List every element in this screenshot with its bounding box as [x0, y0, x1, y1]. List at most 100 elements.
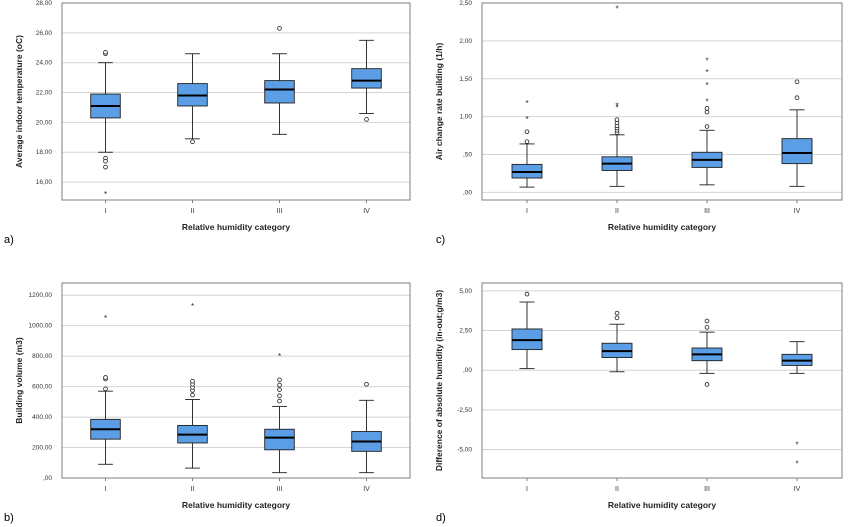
plot-frame [481, 282, 843, 479]
outlier-point [794, 95, 800, 101]
outlier-point [524, 291, 530, 297]
extreme-point: * [615, 101, 618, 110]
x-axis-title: Relative humidity category [182, 500, 290, 510]
extreme-point: * [705, 81, 708, 90]
box-I: ** [511, 99, 543, 188]
extreme-point: * [525, 99, 528, 108]
x-tick-label: I [105, 208, 107, 215]
extreme-point: * [525, 115, 528, 124]
y-tick-label: 800,00 [32, 353, 52, 360]
box-I: * [90, 49, 121, 199]
outlier-point [704, 318, 710, 324]
outlier-point [704, 106, 710, 111]
iqr-box [781, 138, 813, 165]
outlier-point [190, 139, 195, 145]
panel-label-d: d) [436, 512, 446, 524]
outlier-point [704, 382, 710, 387]
iqr-box [351, 68, 382, 89]
outlier-point [704, 325, 710, 330]
panel-label-c: c) [436, 234, 446, 246]
box-II: * [177, 302, 208, 469]
chart-panel-c: ,00 ,50 1,00 1,50 2,00 2,50 Air change rate bu… [434, 0, 843, 232]
y-tick-label: ,50 [463, 152, 472, 159]
extreme-point: * [615, 104, 618, 113]
y-tick-label: 400,00 [32, 414, 52, 421]
y-tick-label: 16,00 [36, 179, 53, 186]
outlier-point [614, 310, 620, 316]
x-tick-label: III [704, 208, 710, 215]
y-tick-label: ,00 [463, 189, 472, 196]
y-axis-title: Air change rate building (1/h) [434, 43, 444, 161]
box-I [511, 291, 543, 370]
outlier-point [794, 79, 800, 85]
y-tick-label: 22,00 [36, 90, 53, 97]
x-tick-label: IV [794, 208, 801, 215]
box-III: * * * * [691, 57, 723, 186]
box-II [177, 53, 208, 145]
y-tick-label: ,00 [463, 367, 472, 374]
y-tick-label: 2,00 [459, 38, 472, 45]
outlier-point [190, 378, 195, 384]
x-tick-label: III [277, 208, 283, 215]
plot-frame [481, 2, 843, 201]
y-tick-label: 1,00 [459, 114, 472, 121]
x-tick-label: IV [794, 486, 801, 493]
outlier-point [190, 392, 195, 398]
x-tick-label: I [526, 208, 528, 215]
outlier-point [277, 377, 282, 383]
box-IV [781, 79, 813, 187]
outlier-point [103, 386, 108, 392]
outlier-point [704, 124, 710, 129]
y-tick-label: 20,00 [36, 119, 53, 126]
y-tick-label: 2,50 [459, 328, 472, 335]
outlier-point [103, 158, 108, 164]
y-axis-title: Building volume (m3) [14, 337, 24, 424]
outlier-point [524, 129, 530, 135]
outlier-point [524, 139, 530, 144]
box-II [601, 310, 633, 373]
box-IV [351, 382, 382, 474]
outlier-point [277, 387, 282, 392]
iqr-box [264, 80, 295, 104]
extreme-point: * [191, 302, 194, 311]
y-tick-label: -5,00 [457, 446, 472, 453]
plot-frame [61, 282, 411, 479]
x-tick-label: III [277, 486, 283, 493]
y-tick-label: ,00 [43, 475, 52, 482]
extreme-point: * [705, 57, 708, 66]
extreme-point: * [705, 68, 708, 77]
chart-panel-a: 16,00 18,00 20,00 22,00 24,00 26,00 28,00 Avera… [14, 0, 411, 232]
extreme-point: * [104, 190, 107, 199]
x-axis-title: Relative humidity category [182, 222, 290, 232]
panel-label-b: b) [4, 512, 14, 524]
y-tick-label: 600,00 [32, 384, 52, 391]
x-axis-title: Relative humidity category [608, 500, 716, 510]
outlier-point [103, 49, 108, 55]
box-IV: ** [781, 341, 813, 469]
box-II: *** [601, 4, 633, 187]
outlier-point [704, 109, 710, 115]
outlier-point [614, 117, 620, 122]
plot-frame [61, 2, 411, 201]
x-tick-label: II [191, 208, 195, 215]
box-III [691, 318, 723, 387]
chart-panel-b: ,00 200,00 400,00 600,00 800,00 1000,00 1200,0… [14, 282, 411, 510]
outlier-point [103, 375, 108, 380]
box-III: * [264, 352, 295, 474]
outlier-point [277, 398, 282, 404]
y-tick-label: 1,50 [459, 76, 472, 83]
outlier-point [614, 315, 620, 321]
extreme-point: * [795, 460, 798, 469]
extreme-point: * [104, 314, 107, 323]
outlier-point [364, 117, 369, 122]
y-tick-label: 5,00 [459, 288, 472, 295]
y-tick-label: 2,50 [459, 0, 472, 7]
panel-label-a: a) [4, 234, 14, 246]
x-tick-label: II [191, 486, 195, 493]
iqr-box [264, 428, 295, 451]
x-tick-label: I [105, 486, 107, 493]
box-III [264, 26, 295, 135]
y-tick-label: 1200,00 [29, 292, 53, 299]
x-tick-label: I [526, 486, 528, 493]
